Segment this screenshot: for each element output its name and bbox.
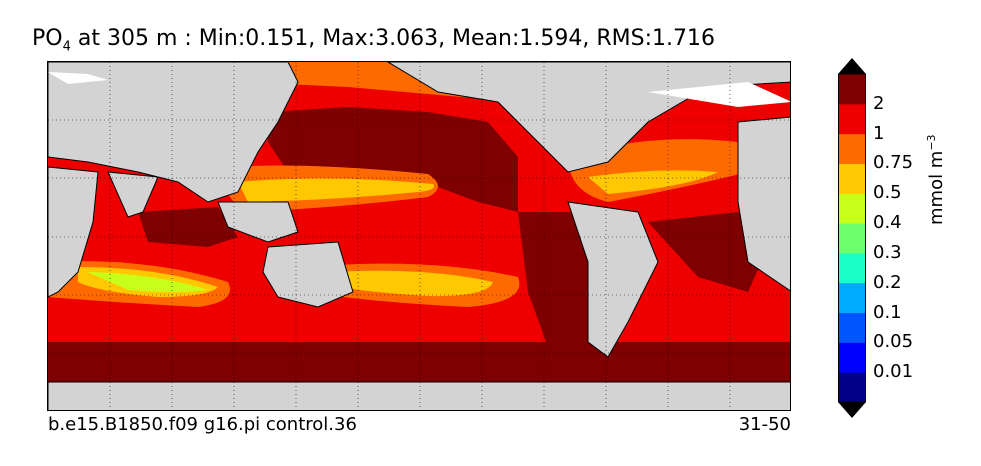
units-main: mmol m <box>926 150 947 225</box>
colorbar-tick-label: 2 <box>873 92 885 114</box>
maritime-continent-landmass <box>217 201 299 243</box>
arctic-ice-patch <box>48 72 108 84</box>
colorbar-swatch <box>838 312 866 343</box>
colorbar-tick-label: 0.1 <box>873 301 902 323</box>
colorbar-extend-max <box>838 58 866 74</box>
north-pacific-yellow-band <box>238 178 434 202</box>
colorbar-tick-label: 0.2 <box>873 271 902 293</box>
europe-africa-landmass <box>737 116 790 292</box>
title-statistics: at 305 m : Min:0.151, Max:3.063, Mean:1.… <box>70 26 716 51</box>
map-panel <box>47 61 791 411</box>
australia-landmass <box>262 241 354 308</box>
colorbar-swatch <box>838 103 866 135</box>
north-pacific-dark-region <box>268 107 518 212</box>
plot-title: PO4 at 305 m : Min:0.151, Max:3.063, Mea… <box>32 26 715 54</box>
colorbar-tick-label: 0.01 <box>873 361 914 383</box>
title-variable-subscript: 4 <box>62 39 71 55</box>
years-label: 31-50 <box>738 414 791 435</box>
colorbar-tick-label: 0.75 <box>873 152 914 174</box>
colorbar-swatch <box>838 193 866 224</box>
colorbar-swatch <box>838 74 866 105</box>
colorbar-tick-label: 0.4 <box>873 212 902 234</box>
colorbar-swatch <box>838 342 866 373</box>
units-exponent: −3 <box>925 134 938 151</box>
south-america-landmass <box>567 201 659 358</box>
title-variable: PO <box>32 26 63 51</box>
colorbar-extend-min <box>838 402 866 418</box>
africa-landmass <box>48 166 99 298</box>
south-indian-lowest-band <box>88 272 208 292</box>
colorbar-swatch <box>838 372 866 403</box>
north-atlantic-yellow-band <box>588 170 718 194</box>
colorbar-units-label: mmol m−3 <box>925 134 947 225</box>
map-canvas <box>48 62 790 410</box>
antarctica-landmass <box>48 381 790 410</box>
colorbar-tick-label: 0.3 <box>873 241 902 263</box>
arctic-ice-patch-east <box>648 82 790 107</box>
eastern-pacific-dark-region <box>518 212 588 352</box>
case-name-label: b.e15.B1850.f09 g16.pi control.36 <box>48 414 357 435</box>
colorbar-swatch <box>838 252 866 284</box>
colorbar-tick-label: 0.5 <box>873 182 902 204</box>
colorbar-tick-label: 0.05 <box>873 331 914 353</box>
tropical-atlantic-dark-region <box>648 212 768 292</box>
colorbar-swatch <box>838 133 866 164</box>
south-pacific-yellow-band <box>328 270 493 297</box>
graticule <box>48 62 790 410</box>
india-landmass <box>107 171 159 218</box>
colorbar-swatch <box>838 163 866 194</box>
colorbar-tick-label: 1 <box>873 122 885 144</box>
colorbar-frame <box>838 73 866 403</box>
colorbar <box>838 58 866 418</box>
eurasia-landmass <box>48 62 299 203</box>
colorbar-swatch <box>838 223 866 254</box>
colorbar-swatch <box>838 282 866 314</box>
